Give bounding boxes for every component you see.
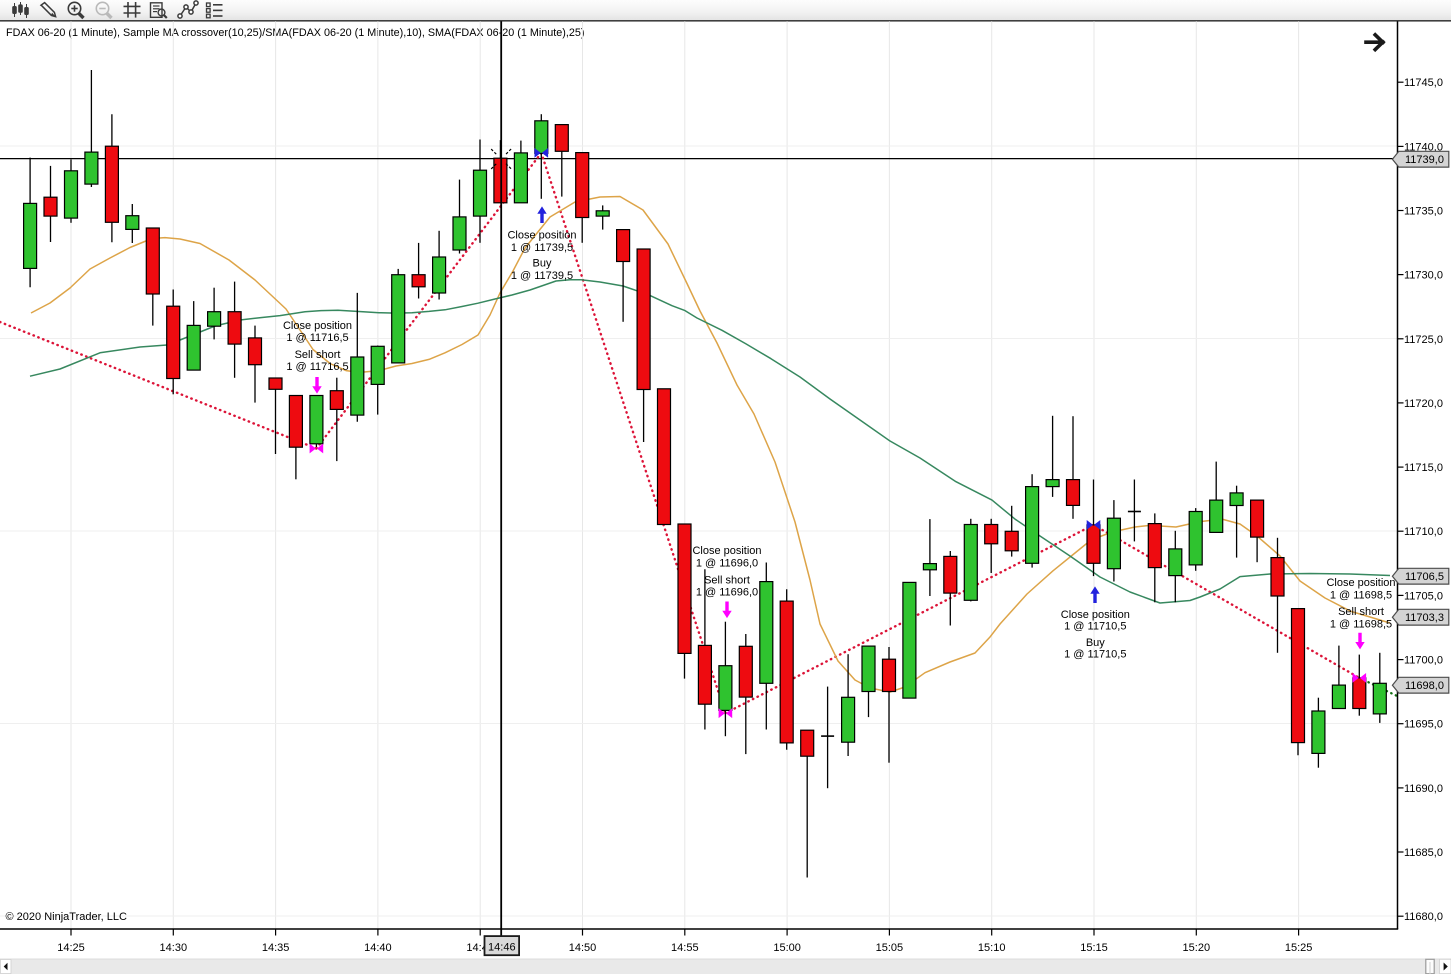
svg-text:11735,0: 11735,0 <box>1404 206 1443 218</box>
svg-text:11725,0: 11725,0 <box>1404 334 1443 346</box>
svg-text:Sell short: Sell short <box>295 349 341 361</box>
svg-text:1 @ 11696,0: 1 @ 11696,0 <box>696 557 758 569</box>
svg-text:1 @ 11716,5: 1 @ 11716,5 <box>286 361 348 373</box>
svg-text:11703,3: 11703,3 <box>1405 612 1444 624</box>
svg-text:15:10: 15:10 <box>978 942 1006 954</box>
svg-text:Close position: Close position <box>1061 609 1130 621</box>
svg-text:11740,0: 11740,0 <box>1404 141 1443 153</box>
svg-text:1 @ 11698,5: 1 @ 11698,5 <box>1330 618 1392 630</box>
svg-text:11720,0: 11720,0 <box>1404 398 1443 410</box>
svg-text:11705,0: 11705,0 <box>1404 590 1443 602</box>
svg-text:11685,0: 11685,0 <box>1404 847 1443 859</box>
svg-text:14:46: 14:46 <box>488 941 516 953</box>
svg-text:1 @ 11698,5: 1 @ 11698,5 <box>1330 589 1392 601</box>
svg-text:Sell short: Sell short <box>704 574 750 586</box>
svg-text:Buy: Buy <box>533 258 552 270</box>
svg-text:14:50: 14:50 <box>569 942 597 954</box>
svg-text:14:30: 14:30 <box>160 942 188 954</box>
svg-text:Close position: Close position <box>692 545 761 557</box>
svg-text:11700,0: 11700,0 <box>1404 655 1443 667</box>
svg-text:11695,0: 11695,0 <box>1404 719 1443 731</box>
svg-text:11690,0: 11690,0 <box>1404 783 1443 795</box>
svg-text:Buy: Buy <box>1086 637 1105 649</box>
svg-text:15:00: 15:00 <box>773 942 801 954</box>
svg-text:14:25: 14:25 <box>57 942 85 954</box>
svg-text:11715,0: 11715,0 <box>1404 462 1443 474</box>
svg-text:© 2020 NinjaTrader, LLC: © 2020 NinjaTrader, LLC <box>6 911 127 923</box>
svg-text:Close position: Close position <box>1326 577 1395 589</box>
svg-text:FDAX 06-20 (1 Minute), Sample: FDAX 06-20 (1 Minute), Sample MA crossov… <box>6 27 584 39</box>
svg-text:11730,0: 11730,0 <box>1404 270 1443 282</box>
svg-text:15:15: 15:15 <box>1080 942 1108 954</box>
svg-text:11745,0: 11745,0 <box>1404 77 1443 89</box>
svg-text:15:05: 15:05 <box>876 942 904 954</box>
svg-text:14:55: 14:55 <box>671 942 699 954</box>
svg-text:14:40: 14:40 <box>364 942 392 954</box>
svg-text:Sell short: Sell short <box>1338 606 1384 618</box>
svg-text:Close position: Close position <box>283 320 352 332</box>
svg-text:1 @ 11716,5: 1 @ 11716,5 <box>286 332 348 344</box>
svg-text:1 @ 11710,5: 1 @ 11710,5 <box>1064 648 1126 660</box>
svg-text:15:25: 15:25 <box>1285 942 1313 954</box>
svg-text:1 @ 11710,5: 1 @ 11710,5 <box>1064 620 1126 632</box>
svg-text:15:20: 15:20 <box>1183 942 1211 954</box>
svg-text:11710,0: 11710,0 <box>1404 526 1443 538</box>
svg-text:14:35: 14:35 <box>262 942 290 954</box>
svg-text:1 @ 11739,5: 1 @ 11739,5 <box>511 270 573 282</box>
svg-text:Close position: Close position <box>507 230 576 242</box>
svg-text:11680,0: 11680,0 <box>1404 911 1443 923</box>
svg-text:1 @ 11696,0: 1 @ 11696,0 <box>696 587 758 599</box>
svg-text:11698,0: 11698,0 <box>1405 680 1444 692</box>
svg-text:11739,0: 11739,0 <box>1405 154 1444 166</box>
svg-text:1 @ 11739,5: 1 @ 11739,5 <box>511 242 573 254</box>
svg-text:11706,5: 11706,5 <box>1405 571 1444 583</box>
